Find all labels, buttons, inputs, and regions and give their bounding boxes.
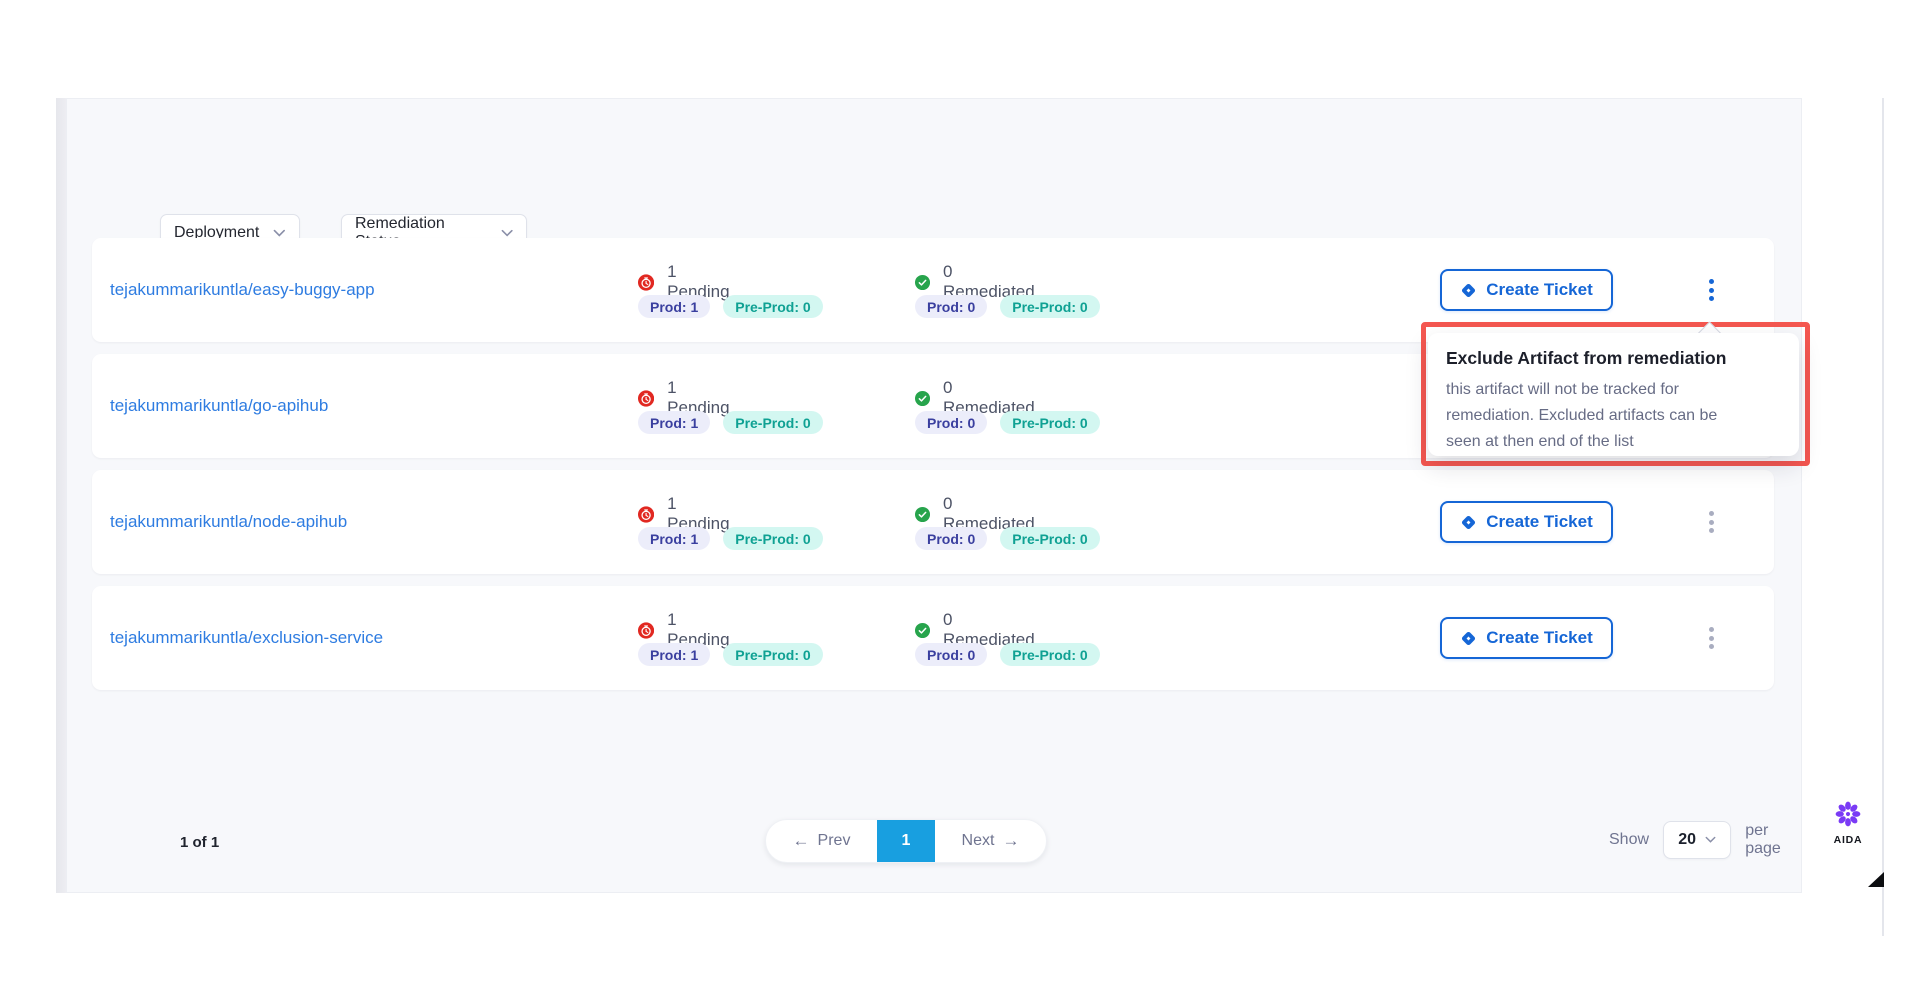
prod-badge: Prod: 0 — [915, 643, 988, 666]
chevron-down-icon — [274, 229, 286, 237]
pagination-control: ← Prev 1 Next → — [765, 819, 1047, 863]
ticket-diamond-icon — [1462, 631, 1476, 645]
prod-badge: Prod: 1 — [638, 295, 711, 318]
exclude-artifact-tooltip: Exclude Artifact from remediation this a… — [1428, 333, 1799, 456]
panel-divider — [1882, 98, 1884, 936]
tooltip-body: this artifact will not be tracked for re… — [1446, 381, 1718, 450]
pending-timer-icon — [638, 621, 655, 639]
create-ticket-button[interactable]: Create Ticket — [1440, 269, 1613, 311]
show-label: Show — [1609, 831, 1650, 848]
page-summary: 1 of 1 — [180, 834, 220, 851]
artifact-link[interactable]: tejakummarikuntla/node-apihub — [110, 512, 348, 531]
annotation-highlight-box — [1421, 322, 1810, 466]
preprod-badge: Pre-Prod: 0 — [723, 295, 823, 318]
preprod-badge: Pre-Prod: 0 — [1000, 295, 1100, 318]
preprod-badge: Pre-Prod: 0 — [723, 643, 823, 666]
prev-page-button[interactable]: ← Prev — [766, 820, 877, 862]
prod-badge: Prod: 1 — [638, 527, 711, 550]
next-page-button[interactable]: Next → — [935, 820, 1046, 862]
page-size-select[interactable]: 20 — [1663, 821, 1732, 859]
prod-badge: Prod: 0 — [915, 411, 988, 434]
arrow-left-icon: ← — [792, 831, 810, 850]
aida-label: AIDA — [1833, 834, 1863, 846]
per-page-label: per page — [1745, 822, 1781, 857]
prod-badge: Prod: 1 — [638, 643, 711, 666]
ticket-diamond-icon — [1462, 515, 1476, 529]
row-actions-kebab-menu[interactable] — [1696, 619, 1726, 657]
table-row: tejakummarikuntla/node-apihub 1 Pending … — [92, 470, 1774, 574]
preprod-badge: Pre-Prod: 0 — [1000, 411, 1100, 434]
aida-flower-icon — [1835, 801, 1861, 827]
pending-timer-icon — [638, 273, 655, 291]
artifact-link[interactable]: tejakummarikuntla/go-apihub — [110, 396, 329, 415]
chevron-down-icon — [501, 229, 513, 237]
preprod-badge: Pre-Prod: 0 — [723, 411, 823, 434]
create-ticket-label: Create Ticket — [1486, 512, 1593, 531]
row-actions-kebab-menu[interactable] — [1696, 271, 1726, 309]
remediated-check-icon — [915, 390, 931, 406]
deployment-filter-label: Deployment — [174, 224, 260, 241]
page-size-value: 20 — [1678, 831, 1697, 848]
table-row: tejakummarikuntla/exclusion-service 1 Pe… — [92, 586, 1774, 690]
pending-timer-icon — [638, 505, 655, 523]
prod-badge: Prod: 1 — [638, 411, 711, 434]
preprod-badge: Pre-Prod: 0 — [723, 527, 823, 550]
next-label: Next — [961, 832, 995, 849]
create-ticket-label: Create Ticket — [1486, 628, 1593, 647]
artifact-link[interactable]: tejakummarikuntla/exclusion-service — [110, 628, 384, 647]
current-page-button[interactable]: 1 — [877, 820, 935, 862]
artifact-link[interactable]: tejakummarikuntla/easy-buggy-app — [110, 280, 375, 299]
ticket-diamond-icon — [1462, 283, 1476, 297]
remediated-check-icon — [915, 274, 931, 290]
left-scroll-shadow — [56, 98, 66, 893]
prod-badge: Prod: 0 — [915, 295, 988, 318]
remediated-check-icon — [915, 622, 931, 638]
arrow-right-icon: → — [1002, 831, 1020, 850]
row-actions-kebab-menu[interactable] — [1696, 503, 1726, 541]
prod-badge: Prod: 0 — [915, 527, 988, 550]
create-ticket-button[interactable]: Create Ticket — [1440, 501, 1613, 543]
preprod-badge: Pre-Prod: 0 — [1000, 643, 1100, 666]
prev-label: Prev — [817, 832, 851, 849]
pending-timer-icon — [638, 389, 655, 407]
create-ticket-button[interactable]: Create Ticket — [1440, 617, 1613, 659]
chevron-down-icon — [1705, 836, 1716, 843]
page-size-control: Show 20 per page — [1609, 821, 1801, 859]
tooltip-title: Exclude Artifact from remediation — [1446, 348, 1727, 368]
remediated-check-icon — [915, 506, 931, 522]
create-ticket-label: Create Ticket — [1486, 280, 1593, 299]
aida-assistant-launcher[interactable]: AIDA — [1820, 799, 1876, 846]
preprod-badge: Pre-Prod: 0 — [1000, 527, 1100, 550]
